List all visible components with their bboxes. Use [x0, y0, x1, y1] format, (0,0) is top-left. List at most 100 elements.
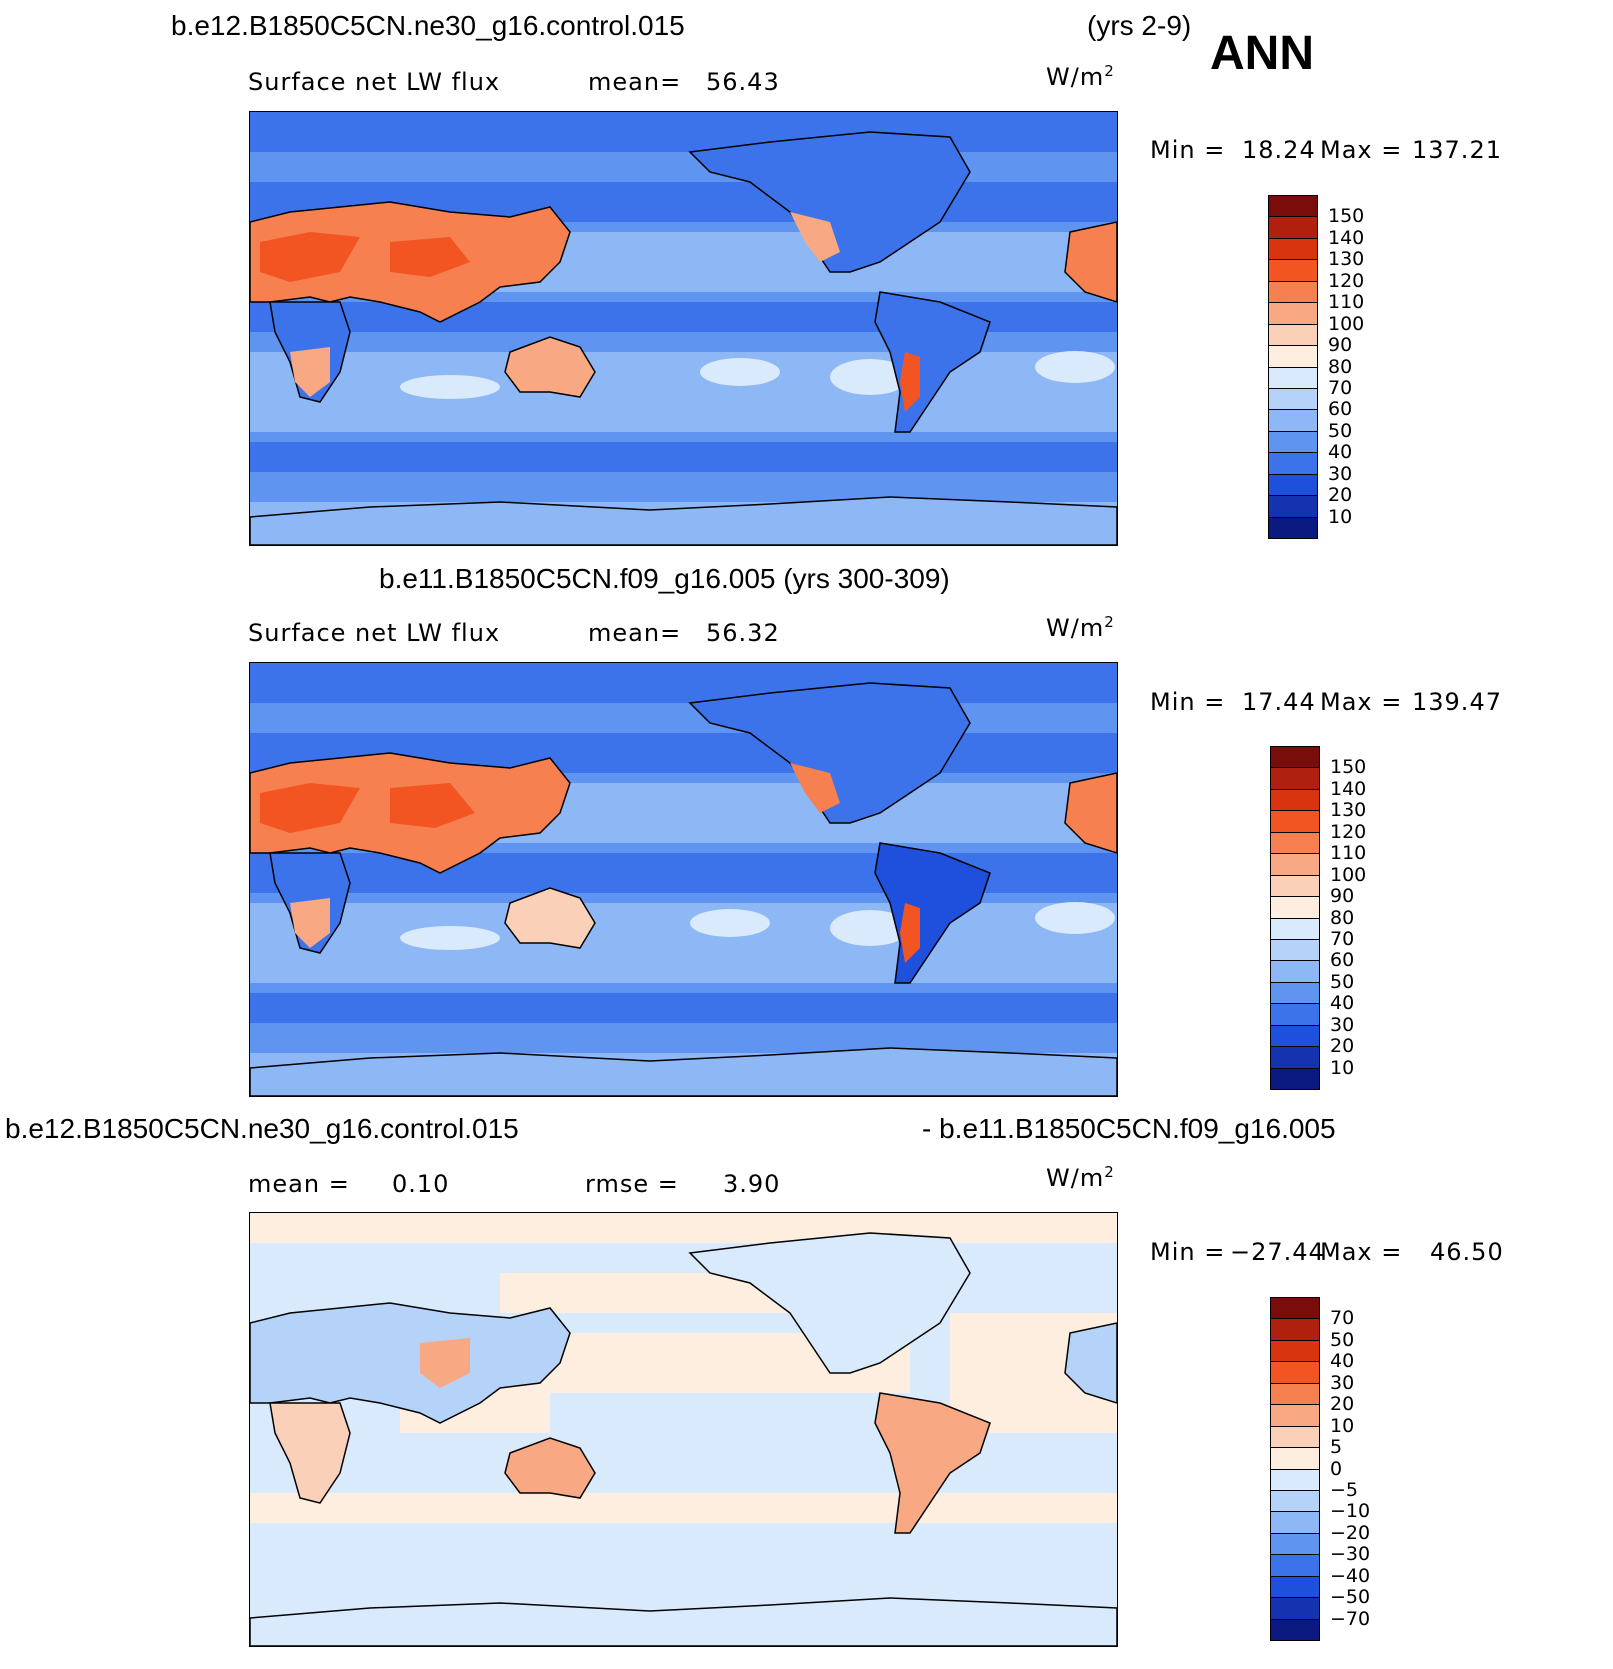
- patch-2: [830, 910, 910, 946]
- colorbar-swatch: [1270, 1382, 1320, 1406]
- panel1-units-sup: 2: [1104, 62, 1115, 80]
- land-australia: [504, 336, 596, 398]
- colorbar-swatch: [1270, 896, 1320, 919]
- panel3-min-label: Min =: [1150, 1238, 1226, 1266]
- colorbar-tick-label: 110: [1330, 842, 1367, 865]
- colorbar-swatch: [1270, 1447, 1320, 1470]
- subtropic-south-band: [250, 352, 1117, 432]
- colorbar-tick-label: 5: [1330, 1436, 1343, 1459]
- panel2-map-svg: [250, 663, 1117, 1096]
- land-west-africa-edge: [1064, 772, 1117, 854]
- patch-2: [830, 359, 910, 395]
- panel1-mean-value: 56.43: [706, 68, 780, 96]
- land-south-america: [874, 1392, 991, 1534]
- colorbar-tick-label: 70: [1330, 1307, 1355, 1330]
- colorbar-tick-label: 80: [1328, 355, 1353, 378]
- patch-3: [1035, 351, 1115, 383]
- panel3-max-label: Max =: [1320, 1238, 1403, 1266]
- sahara-hot: [260, 232, 360, 282]
- colorbar-tick-label: 100: [1330, 863, 1367, 886]
- colorbar-tick-label: 30: [1330, 1013, 1355, 1036]
- colorbar-tick-label: 60: [1328, 398, 1353, 421]
- colorbar-swatch: [1268, 195, 1318, 218]
- colorbar-swatch: [1268, 237, 1318, 261]
- colorbar-swatch: [1268, 409, 1318, 432]
- colorbar-swatch: [1270, 1425, 1320, 1449]
- colorbar-tick-label: 20: [1330, 1393, 1355, 1416]
- colorbar-swatch: [1270, 1532, 1320, 1556]
- colorbar-swatch: [1270, 981, 1320, 1005]
- panel2-mean-label: mean=: [588, 619, 682, 647]
- south-africa-warm: [290, 898, 330, 948]
- panel2-units-sup: 2: [1104, 613, 1115, 631]
- colorbar-tick-label: −70: [1330, 1607, 1371, 1630]
- colorbar-swatch: [1268, 430, 1318, 454]
- land-north-america: [688, 131, 971, 273]
- colorbar-swatch: [1268, 302, 1318, 325]
- panel3-map: [249, 1212, 1118, 1647]
- panel3-min-value: −27.44: [1230, 1238, 1325, 1266]
- andes-hot: [900, 903, 920, 963]
- colorbar-swatch: [1270, 1575, 1320, 1599]
- colorbar-swatch: [1270, 1046, 1320, 1069]
- colorbar-swatch: [1270, 767, 1320, 790]
- arctic-band: [250, 663, 1117, 703]
- panel3-mean-label: mean =: [248, 1170, 350, 1198]
- panel1-max-label: Max =: [1320, 136, 1403, 164]
- panel2-max-value: 139.47: [1412, 688, 1502, 716]
- colorbar-swatch: [1270, 788, 1320, 812]
- colorbar-tick-label: 120: [1330, 820, 1367, 843]
- panel3-subtitle-right: - b.e11.B1850C5CN.f09_g16.005: [922, 1113, 1336, 1144]
- colorbar-tick-label: 130: [1330, 799, 1367, 822]
- case-title: b.e12.B1850C5CN.ne30_g16.control.015: [171, 10, 685, 41]
- colorbar-tick-label: −40: [1330, 1564, 1371, 1587]
- land-australia: [504, 887, 596, 949]
- colorbar-swatch: [1268, 473, 1318, 497]
- panel1-variable-label: Surface net LW flux: [248, 68, 501, 96]
- colorbar-swatch: [1270, 1067, 1320, 1090]
- colorbar-swatch: [1270, 960, 1320, 983]
- south-africa-warm: [290, 347, 330, 397]
- colorbar-swatch: [1270, 1024, 1320, 1048]
- panel3-mean-value: 0.10: [392, 1170, 450, 1198]
- panel2-min-label: Min =: [1150, 688, 1226, 716]
- colorbar-tick-label: 30: [1328, 462, 1353, 485]
- south-band: [250, 1493, 1117, 1523]
- panel1-min-value: 18.24: [1242, 136, 1316, 164]
- panel3-units-base: W/m: [1046, 1164, 1105, 1192]
- land-west-africa-edge: [1064, 1322, 1117, 1404]
- colorbar-tick-label: 90: [1328, 334, 1353, 357]
- us-southwest-warm: [790, 212, 840, 262]
- panel3-subtitle-left: b.e12.B1850C5CN.ne30_g16.control.015: [5, 1113, 519, 1144]
- south-storm-band: [250, 442, 1117, 472]
- colorbar-swatch: [1268, 280, 1318, 304]
- colorbar-swatch: [1270, 1618, 1320, 1641]
- colorbar-tick-label: 140: [1328, 226, 1365, 249]
- colorbar-swatch: [1270, 1003, 1320, 1026]
- panel2-max-label: Max =: [1320, 688, 1403, 716]
- colorbar-tick-label: 10: [1330, 1414, 1355, 1437]
- panel2-mean-value: 56.32: [706, 619, 780, 647]
- colorbar-swatch: [1268, 259, 1318, 282]
- colorbar-swatch: [1268, 387, 1318, 411]
- colorbar-tick-label: 150: [1330, 756, 1367, 779]
- land-north-africa-asia: [250, 1302, 571, 1424]
- panel3-rmse-value: 3.90: [723, 1170, 781, 1198]
- land-antarctica: [250, 1597, 1117, 1646]
- colorbar-swatch: [1268, 366, 1318, 389]
- colorbar-tick-label: 50: [1330, 970, 1355, 993]
- land-antarctica: [250, 1047, 1117, 1096]
- colorbar-swatch: [1270, 1511, 1320, 1534]
- colorbar-tick-label: 40: [1330, 992, 1355, 1015]
- panel3-colorbar: 70 50 40 30 20 10 5 0 −5 −10 −20 −30 −40 −50 −70: [1270, 1297, 1390, 1641]
- patch-4: [400, 375, 500, 399]
- land-africa: [269, 1402, 351, 1504]
- colorbar-tick-label: 40: [1328, 441, 1353, 464]
- colorbar-swatch: [1270, 874, 1320, 898]
- panel3-rmse-label: rmse =: [585, 1170, 679, 1198]
- colorbar-tick-label: −10: [1330, 1500, 1371, 1523]
- colorbar-swatch: [1268, 323, 1318, 347]
- us-southwest-warm: [790, 763, 840, 813]
- arctic-band: [250, 112, 1117, 152]
- colorbar-swatch: [1270, 1489, 1320, 1513]
